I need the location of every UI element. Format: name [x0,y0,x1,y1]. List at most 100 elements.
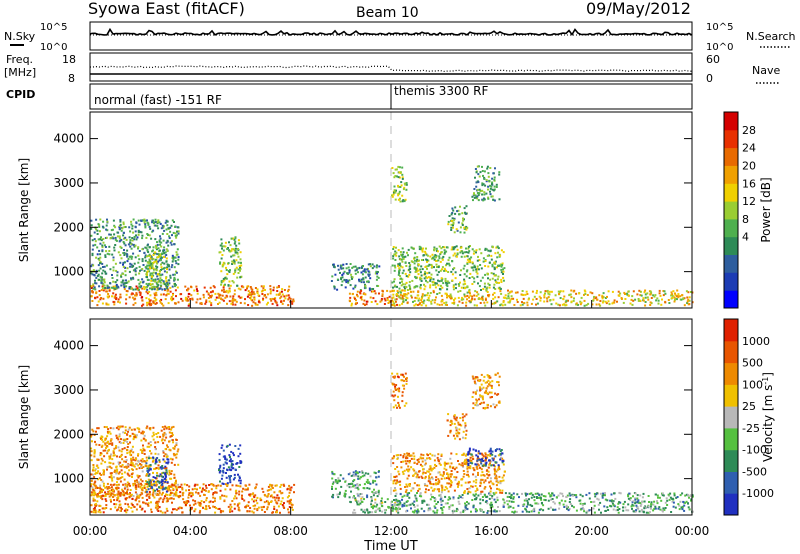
power-echo-pixel [156,221,159,224]
power-echo-pixel [123,254,126,256]
power-echo-pixel [95,276,98,279]
velocity-echo-pixel [90,483,93,486]
velocity-echo-pixel [117,438,120,441]
power-echo-pixel [489,193,492,196]
power-echo-pixel [473,196,476,199]
power-echo-pixel [234,251,237,254]
power-echo-pixel [256,292,259,294]
velocity-echo-pixel [612,504,615,507]
power-echo-pixel [105,264,108,267]
velocity-echo-pixel [173,476,176,479]
velocity-echo-pixel [534,492,537,495]
power-echo-pixel [459,281,461,284]
power-echo-pixel [119,261,122,264]
velocity-echo-pixel [164,474,167,477]
power-echo-pixel [434,286,437,289]
velocity-echo-pixel [647,495,650,497]
velocity-echo-pixel [537,511,540,514]
velocity-echo-pixel [334,487,337,490]
power-echo-pixel [157,219,160,222]
power-echo-pixel [433,246,436,249]
velocity-echo-pixel [432,483,435,486]
velocity-echo-pixel [212,505,215,508]
power-echo-pixel [543,296,546,299]
power-echo-pixel [405,293,408,296]
velocity-echo-pixel [521,503,524,506]
velocity-echo-pixel [120,438,122,441]
velocity-echo-pixel [488,492,491,495]
power-echo-pixel [125,285,128,288]
velocity-echo-pixel [367,511,370,514]
velocity-echo-pixel [239,461,242,464]
power-colorbar-tick-label: 20 [742,159,756,172]
power-echo-pixel [276,304,279,307]
velocity-echo-pixel [659,508,662,511]
power-echo-pixel [232,261,235,264]
power-echo-pixel [473,192,475,195]
power-echo-pixel [567,299,569,302]
velocity-echo-pixel [373,471,376,474]
power-echo-pixel [152,219,154,222]
velocity-echo-pixel [220,446,223,449]
velocity-echo-pixel [333,473,336,476]
power-echo-pixel [467,245,470,248]
power-echo-pixel [340,278,343,281]
velocity-echo-pixel [496,496,499,499]
power-echo-pixel [486,167,489,170]
velocity-echo-pixel [149,441,152,443]
power-echo-pixel [123,237,125,240]
power-echo-pixel [404,261,407,264]
power-echo-pixel [429,286,432,289]
velocity-echo-pixel [353,474,356,477]
power-echo-pixel [155,269,158,272]
velocity-echo-pixel [157,493,160,496]
power-echo-pixel [240,296,243,299]
velocity-echo-pixel [631,507,633,510]
velocity-echo-pixel [165,470,168,473]
power-echo-pixel [469,294,472,297]
velocity-echo-pixel [432,496,434,499]
power-echo-pixel [454,283,457,286]
velocity-echo-pixel [438,494,441,497]
velocity-echo-pixel [164,433,167,436]
velocity-echo-pixel [228,476,231,479]
power-echo-pixel [398,287,401,290]
power-echo-pixel [394,191,397,194]
power-echo-pixel [452,268,455,271]
power-echo-pixel [165,254,168,256]
power-echo-pixel [479,302,482,304]
velocity-echo-pixel [281,491,284,494]
velocity-echo-pixel [194,508,197,511]
power-echo-pixel [586,294,589,296]
power-echo-pixel [137,219,140,222]
power-echo-pixel [442,282,445,285]
velocity-echo-pixel [233,476,236,479]
velocity-echo-pixel [362,487,365,489]
power-echo-pixel [404,255,407,258]
power-echo-pixel [493,178,496,181]
power-y-label: Slant Range [km] [17,158,31,262]
power-echo-pixel [535,298,538,300]
velocity-echo-pixel [387,506,390,509]
power-echo-pixel [435,269,438,272]
velocity-echo-pixel [452,509,455,512]
power-echo-pixel [134,256,137,259]
power-echo-pixel [102,289,105,292]
velocity-echo-pixel [423,510,426,513]
velocity-echo-pixel [525,510,528,513]
velocity-echo-pixel [129,464,132,466]
power-echo-pixel [443,249,446,252]
power-echo-pixel [481,182,484,185]
velocity-echo-pixel [137,476,140,479]
velocity-echo-pixel [448,496,451,499]
power-echo-pixel [399,200,402,203]
power-echo-pixel [601,297,604,300]
velocity-echo-pixel [104,442,107,445]
power-echo-pixel [147,254,150,257]
velocity-echo-pixel [124,502,127,505]
power-echo-pixel [583,299,586,302]
power-echo-pixel [281,293,284,296]
velocity-echo-pixel [105,500,108,502]
velocity-echo-pixel [669,496,672,499]
velocity-echo-pixel [110,474,113,477]
